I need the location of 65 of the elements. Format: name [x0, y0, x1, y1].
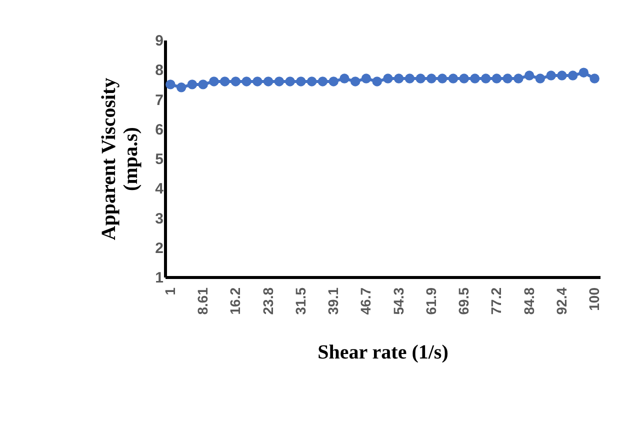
- point: [568, 70, 578, 80]
- point: [274, 76, 284, 86]
- y-tick-label: 5: [155, 151, 164, 168]
- point: [209, 76, 219, 86]
- point: [470, 74, 480, 84]
- point: [263, 76, 274, 86]
- point: [590, 74, 600, 84]
- point: [340, 74, 350, 84]
- y-tick-label: 8: [155, 62, 164, 80]
- point: [514, 74, 524, 84]
- x-tick-label: 46.7: [358, 287, 374, 315]
- point: [546, 70, 556, 80]
- x-tick-label: 77.2: [488, 287, 504, 315]
- x-tick-label: 1: [162, 287, 178, 296]
- point: [252, 76, 262, 86]
- point: [448, 74, 458, 84]
- point: [492, 74, 502, 84]
- point: [242, 76, 252, 86]
- x-tick-label: 100: [586, 287, 602, 311]
- point: [502, 74, 512, 84]
- y-axis-title: Apparent Viscosity (mpa.s): [98, 78, 142, 240]
- point: [187, 80, 198, 90]
- x-tick-label: 61.9: [422, 287, 439, 315]
- point: [296, 76, 306, 86]
- y-tick-label: 6: [155, 121, 164, 138]
- y-tick-label: 7: [155, 92, 164, 109]
- y-tick-label: 9: [155, 32, 164, 50]
- point: [535, 74, 546, 84]
- x-tick-label: 31.5: [292, 287, 308, 315]
- point: [198, 80, 208, 90]
- point: [230, 76, 241, 86]
- point: [426, 74, 436, 84]
- x-tick-label: 39.1: [325, 287, 342, 315]
- point: [416, 74, 426, 84]
- point: [176, 82, 186, 92]
- point: [372, 76, 382, 86]
- y-tick-label: 3: [155, 210, 164, 228]
- point: [404, 74, 415, 84]
- y-tick-label: 1: [155, 270, 164, 286]
- point: [285, 76, 295, 86]
- point: [557, 70, 567, 80]
- y-tick-label: 2: [155, 240, 164, 257]
- x-tick-label: 84.8: [520, 287, 537, 315]
- point: [394, 74, 404, 84]
- point: [361, 74, 372, 84]
- point: [328, 76, 338, 86]
- point: [318, 76, 328, 86]
- x-tick-label: 8.61: [194, 287, 211, 315]
- x-tick-label: 16.2: [227, 287, 244, 315]
- point: [578, 68, 589, 78]
- x-tick-label: 54.3: [390, 287, 406, 315]
- point: [220, 76, 230, 86]
- x-tick-label: 92.4: [553, 287, 570, 315]
- point: [350, 76, 360, 86]
- x-axis-title: Shear rate (1/s): [318, 342, 448, 364]
- point: [459, 74, 469, 84]
- point: [480, 74, 491, 84]
- point: [166, 80, 176, 90]
- point: [306, 76, 317, 86]
- point: [383, 74, 393, 84]
- point: [524, 70, 534, 80]
- x-tick-label: 23.8: [260, 287, 276, 315]
- x-tick-label: 69.5: [456, 287, 472, 315]
- point: [437, 74, 448, 84]
- y-tick-label: 4: [155, 180, 164, 198]
